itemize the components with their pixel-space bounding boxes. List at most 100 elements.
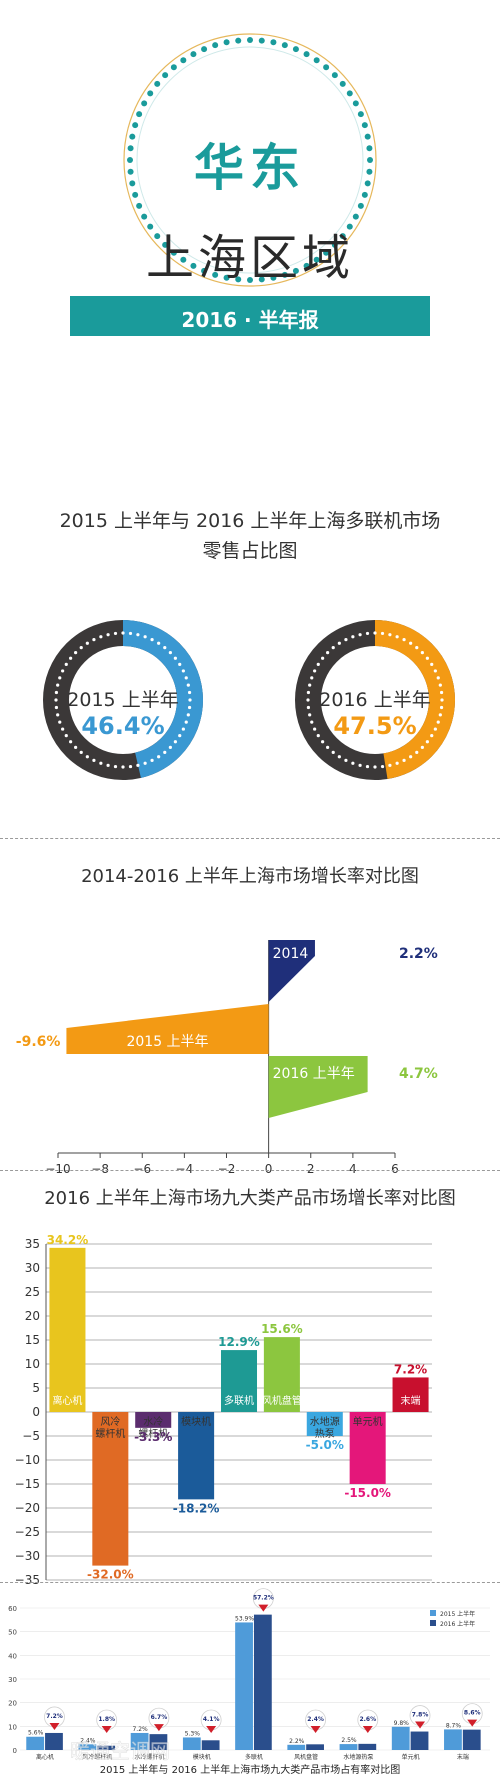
category-bar [135,1412,172,1428]
donut-dot [94,656,98,660]
banner-text: 2016 · 半年报 [181,308,319,332]
donut-dot [337,641,341,645]
category-bar [178,1412,215,1500]
donut-dot [79,646,83,650]
y-tick-label: 25 [25,1285,40,1299]
legend-label: 2015 上半年 [440,1610,475,1618]
ring-dot [136,111,143,118]
donut-dot [64,734,68,738]
share-bar [358,1743,377,1750]
donut-dot [384,649,388,653]
donut-dot [184,720,188,724]
donut-dot [420,714,424,719]
donut-dot [76,676,80,680]
donut-dot [433,727,437,731]
donut-dot [99,743,103,747]
donut-dot [344,758,348,762]
category-value-label: 7.2% [394,1362,427,1376]
donut-dot [331,671,335,675]
donut-dot [163,750,167,754]
donut-dot [148,656,152,660]
ring-dot [270,274,277,281]
donut-dot [156,733,160,737]
ring-dot [331,241,338,248]
share-category-label: 模块机 [193,1753,211,1761]
ring-dot [127,157,133,163]
donut-dot [82,729,86,733]
donut-dot [342,659,346,663]
y-tick-label: −10 [15,1453,40,1467]
donut-dot [337,755,341,759]
ring-dot [132,122,139,129]
section3-title: 2016 上半年上海市场九大类产品市场增长率对比图 [44,1188,456,1209]
separator-3 [0,1582,500,1583]
donut-dot [79,750,83,754]
donut-dot [171,703,175,708]
donut-dot [86,663,90,667]
donut-dot [168,681,172,686]
donut-dot [188,698,192,702]
donut-1-value: 46.4% [81,712,165,740]
donut-dot [178,734,182,738]
donut-dot [316,662,320,666]
donut-dot [61,669,65,673]
ring-dot [212,271,219,278]
ring-dot [352,100,359,107]
donut-dot [106,633,110,637]
donut-dot [415,725,419,729]
donut-dot [380,631,385,636]
share-category-label: 单元机 [402,1753,420,1761]
share-bar [149,1734,168,1750]
donut-dot [74,681,78,686]
donut-dot [440,698,444,702]
donut-dot [388,633,392,637]
donut-dot [438,683,442,687]
donut-dot [94,740,98,744]
growth-bar-value-label: -9.6% [16,1034,61,1050]
share-bar [201,1740,220,1750]
donut-dot [395,635,399,639]
header-banner [70,296,430,336]
donut-dot [79,671,83,675]
donut-dot [128,764,133,769]
y-tick-label: 15 [25,1333,40,1347]
donut-dot [104,651,109,655]
ring-dot [331,72,338,79]
category-growth-chart: 35 30 25 20 15 10 5 0 −5 −10 −15 −20 −25 −30 −35 离心机 34.… [15,1233,432,1587]
share-2016-value-label: 8.6% [464,1710,481,1717]
share-2016-marker [362,1726,373,1733]
ring-dot [201,46,208,53]
donut-dot [181,727,185,731]
growth-bar [268,940,315,1002]
y-tick-label: −30 [15,1549,40,1563]
donut-dot [136,633,140,637]
donut-dot [306,705,311,710]
donut-dot [74,651,78,655]
section4-title: 2015 上半年与 2016 上半年上海市场九大类产品市场占有率对比图 [99,1765,401,1776]
donut-dot [90,659,94,663]
donut-dot [402,638,406,642]
ring-dot [235,276,242,283]
ring-dot [141,213,148,220]
share-2016-value-label: 57.2% [253,1595,274,1602]
category-value-label: -3.3% [134,1430,172,1444]
y-tick-label: 30 [8,1676,17,1684]
donut-dot [143,761,147,765]
y-tick-label: 30 [25,1261,40,1275]
donut-dot [163,725,167,729]
share-2016-marker [467,1719,478,1727]
donut-dot [152,659,156,663]
donut-dot [115,748,120,752]
x-tick-label: 4 [349,1162,357,1176]
donut-dot [331,750,335,754]
y-tick-label: 20 [8,1700,17,1708]
ring-dot [162,241,169,248]
category-name-label: 热泵 [315,1427,335,1440]
share-bar [130,1732,149,1750]
ring-dot [339,233,346,240]
donut-dot [143,743,147,747]
donut-dot [168,651,172,655]
donut-dot [310,720,314,724]
category-value-label: 15.6% [261,1322,303,1336]
section2-title: 2014-2016 上半年上海市场增长率对比图 [81,866,419,887]
